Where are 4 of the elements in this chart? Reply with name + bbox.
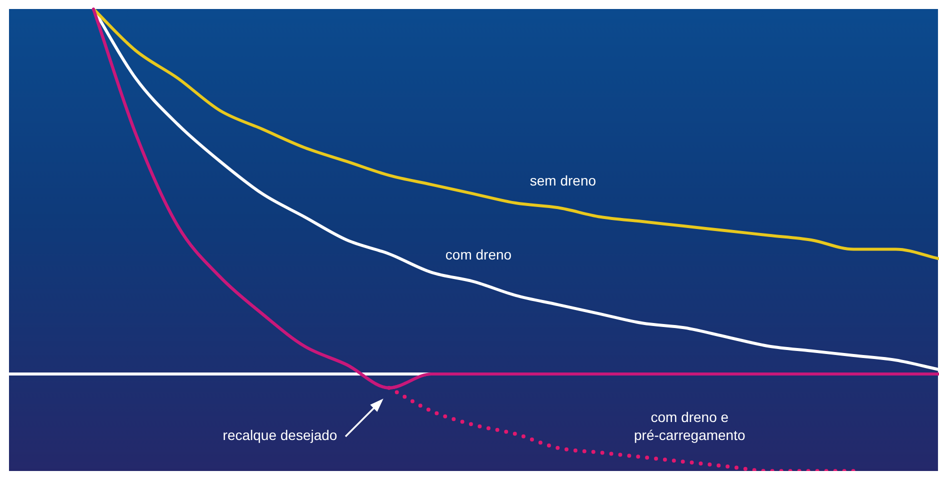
series-label: sem dreno — [530, 172, 596, 189]
series-label: com dreno — [445, 246, 512, 263]
annotation: recalque desejado — [222, 427, 338, 443]
series-label: com dreno e pré-carregamento — [634, 408, 746, 443]
